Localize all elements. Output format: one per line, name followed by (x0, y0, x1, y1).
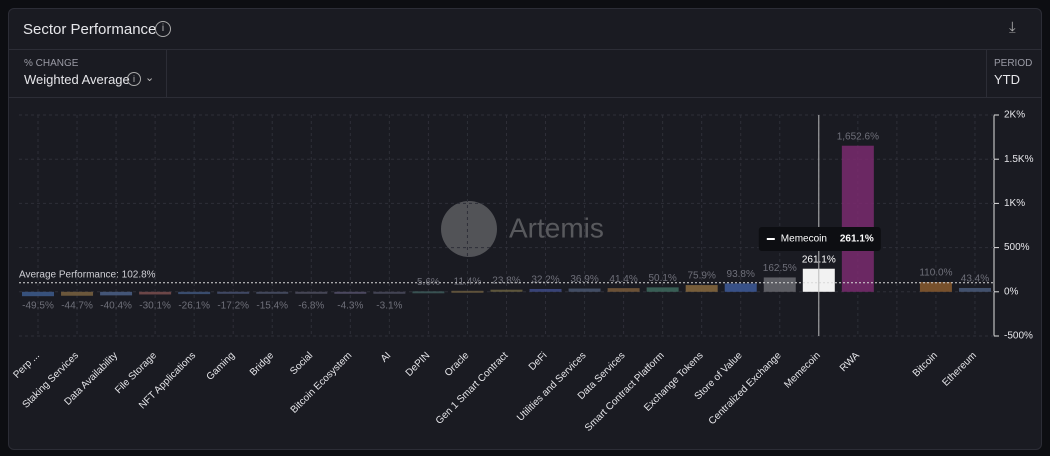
value-label: 75.9% (688, 271, 716, 282)
x-tick-label: Gaming (205, 350, 238, 383)
y-tick-label: 0% (1004, 286, 1019, 297)
bar (451, 290, 484, 293)
value-label: 50.1% (648, 273, 676, 284)
bar (685, 285, 718, 292)
value-label: -30.1% (139, 300, 171, 311)
bar (529, 288, 562, 292)
average-label: Average Performance: 102.8% (19, 269, 156, 280)
watermark-logo (441, 201, 497, 257)
x-tick-label: Bridge (248, 350, 277, 379)
x-tick-label: Social (288, 350, 315, 377)
x-tick-label: Centralized Exchange (707, 350, 784, 427)
x-tick-label: Smart Contract Platform (583, 350, 667, 434)
x-tick-label: Gen 1 Smart Contract (434, 350, 511, 427)
x-tick-label: RWA (838, 350, 862, 374)
period-label: PERIOD (994, 58, 1033, 69)
x-tick-label: Oracle (443, 350, 472, 379)
value-label: 11.4% (454, 276, 482, 287)
value-label: -26.1% (178, 300, 210, 311)
y-tick-label: 500% (1004, 242, 1030, 253)
value-label: -15.4% (256, 300, 288, 311)
x-tick-label: DePIN (404, 350, 433, 379)
tooltip-box (758, 227, 881, 251)
bar (607, 288, 640, 292)
value-label: 32.2% (531, 275, 559, 286)
value-label: 1,652.6% (837, 131, 879, 142)
bar (958, 287, 991, 292)
card: Sector Performance i ⤓ % CHANGE Weighted… (8, 8, 1042, 450)
bar (490, 289, 523, 292)
x-tick-label: DeFi (527, 350, 550, 373)
x-tick-label: Memecoin (782, 350, 822, 390)
bar (763, 277, 796, 292)
value-label: -44.7% (61, 300, 93, 311)
x-tick-label: Utilities and Services (515, 350, 588, 423)
bar (724, 283, 757, 292)
download-icon[interactable]: ⤓ (1009, 19, 1016, 36)
bar (841, 145, 874, 292)
value-label: 162.5% (763, 263, 797, 274)
value-label: 36.9% (570, 274, 598, 285)
y-tick-label: 1K% (1004, 198, 1025, 209)
bar (373, 291, 406, 294)
x-tick-label: AI (379, 350, 393, 364)
info-icon[interactable]: i (155, 21, 171, 37)
bar (412, 291, 445, 294)
bar (334, 291, 367, 294)
title: Sector Performance (23, 21, 157, 38)
y-tick-label: 1.5K% (1004, 154, 1034, 165)
x-tick-label: Perp ... (11, 350, 42, 381)
value-label: 41.4% (609, 274, 637, 285)
bar (646, 287, 679, 292)
chart: Artemis -500% 0% 500% 1K% 1.5K% 2K% Perp ... -4… (11, 110, 1034, 434)
bar (22, 291, 54, 297)
divider (166, 49, 167, 97)
value-label: -6.8% (298, 300, 324, 311)
bar (61, 291, 94, 296)
value-label: 93.8% (727, 269, 755, 280)
info-icon[interactable]: i (127, 72, 141, 86)
tooltip-name: Memecoin (781, 234, 827, 245)
value-label: -4.3% (337, 300, 363, 311)
value-label: -17.2% (217, 300, 249, 311)
value-label: -49.5% (22, 300, 54, 311)
metric-select[interactable]: Weighted Average (24, 72, 130, 87)
value-label: -40.4% (100, 300, 132, 311)
y-tick-label: 2K% (1004, 110, 1025, 121)
period-select[interactable]: YTD (994, 72, 1020, 87)
metric-label: % CHANGE (24, 58, 79, 69)
bar (178, 291, 211, 295)
x-tick-label: Ethereum (941, 350, 979, 388)
x-tick-label: Bitcoin (911, 350, 940, 379)
watermark-text: Artemis (509, 212, 604, 243)
bar (139, 291, 172, 295)
bar (295, 291, 328, 294)
y-tick-label: -500% (1004, 331, 1033, 342)
chevron[interactable]: ⌄ (145, 72, 155, 84)
value-label: -3.1% (376, 300, 402, 311)
divider (986, 49, 987, 97)
tooltip: Memecoin 261.1% (758, 227, 881, 251)
tooltip-value: 261.1% (840, 234, 874, 245)
bar (100, 291, 133, 296)
divider (9, 49, 1041, 50)
divider (9, 97, 1041, 98)
bar (217, 291, 250, 294)
value-label: 43.4% (961, 274, 989, 285)
watermark: Artemis (441, 201, 604, 257)
bar (256, 291, 289, 294)
bar (568, 288, 601, 292)
value-label: 23.8% (492, 275, 520, 286)
bar (919, 282, 952, 292)
value-label: 110.0% (919, 268, 952, 279)
